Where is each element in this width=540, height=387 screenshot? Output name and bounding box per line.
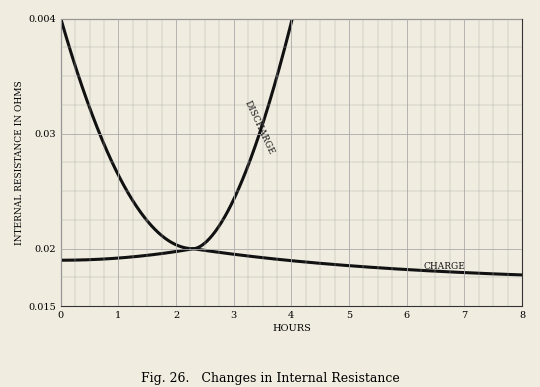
Y-axis label: INTERNAL RESISTANCE IN OHMS: INTERNAL RESISTANCE IN OHMS: [15, 80, 24, 245]
Text: DISCHARGE: DISCHARGE: [243, 99, 276, 156]
Text: CHARGE: CHARGE: [424, 262, 466, 271]
X-axis label: HOURS: HOURS: [272, 324, 311, 333]
Text: Fig. 26.   Changes in Internal Resistance: Fig. 26. Changes in Internal Resistance: [140, 372, 400, 385]
